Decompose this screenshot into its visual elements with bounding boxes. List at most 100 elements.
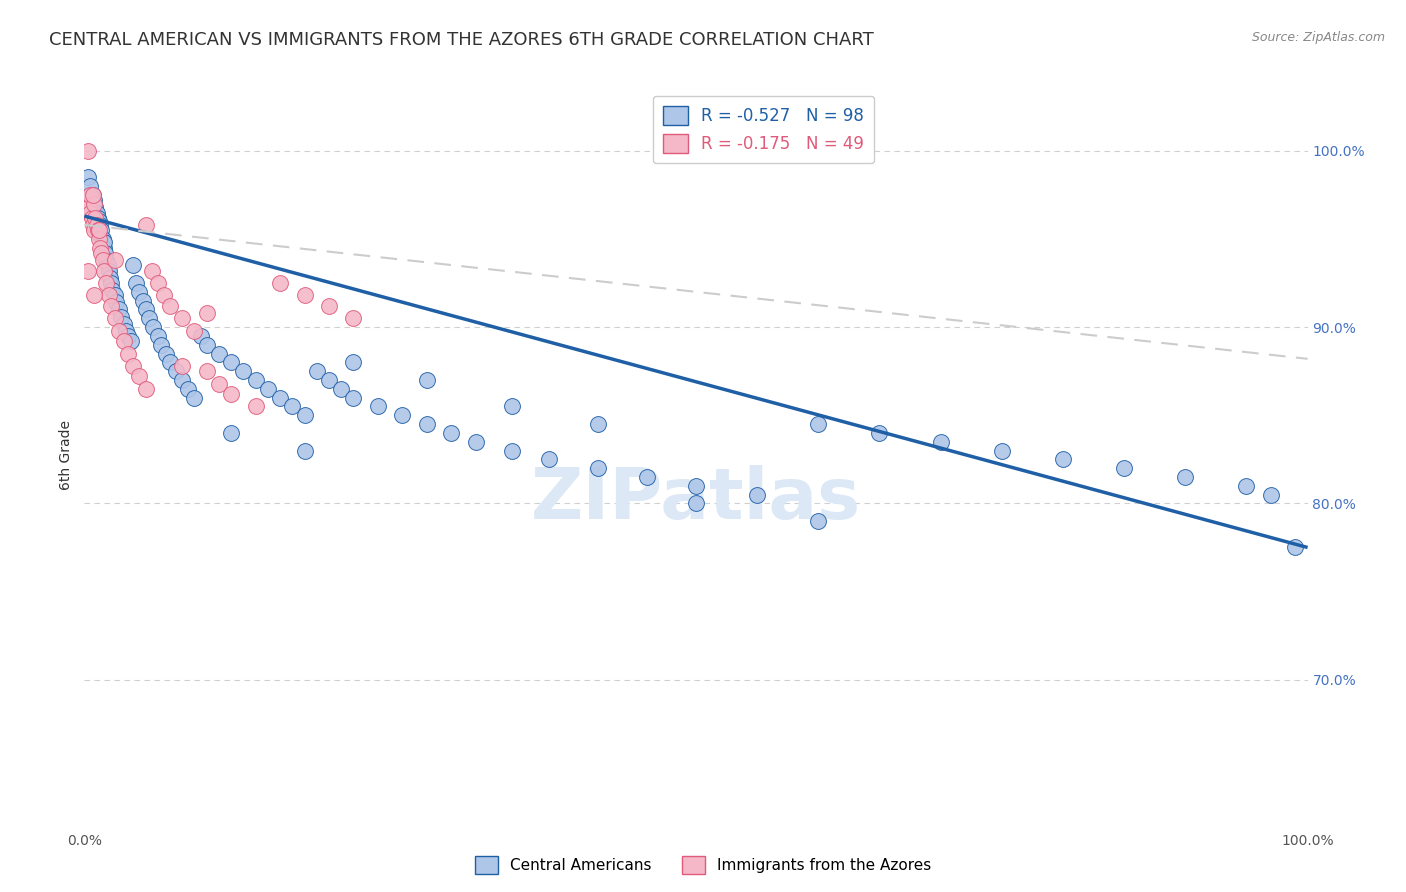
- Point: [98, 270, 121, 285]
- Point: [685, 479, 707, 493]
- Point: [87, 223, 110, 237]
- Point: [416, 373, 439, 387]
- Point: [195, 364, 218, 378]
- Point: [86, 214, 108, 228]
- Point: [991, 443, 1014, 458]
- Point: [77, 200, 100, 214]
- Point: [153, 288, 176, 302]
- Point: [245, 373, 267, 387]
- Point: [101, 283, 124, 297]
- Point: [159, 355, 181, 369]
- Point: [172, 359, 194, 373]
- Point: [150, 337, 173, 351]
- Point: [83, 223, 105, 237]
- Point: [84, 209, 107, 223]
- Point: [107, 302, 129, 317]
- Point: [97, 259, 120, 273]
- Point: [208, 346, 231, 360]
- Point: [135, 302, 157, 317]
- Point: [84, 211, 107, 225]
- Point: [1174, 470, 1197, 484]
- Point: [93, 241, 115, 255]
- Point: [342, 391, 364, 405]
- Point: [87, 211, 110, 225]
- Point: [195, 306, 218, 320]
- Point: [93, 263, 115, 277]
- Point: [97, 288, 120, 302]
- Point: [87, 223, 110, 237]
- Point: [190, 329, 212, 343]
- Point: [77, 144, 100, 158]
- Text: CENTRAL AMERICAN VS IMMIGRANTS FROM THE AZORES 6TH GRADE CORRELATION CHART: CENTRAL AMERICAN VS IMMIGRANTS FROM THE …: [49, 31, 875, 49]
- Point: [87, 223, 110, 237]
- Point: [929, 434, 952, 449]
- Point: [195, 337, 218, 351]
- Point: [586, 461, 609, 475]
- Text: Source: ZipAtlas.com: Source: ZipAtlas.com: [1251, 31, 1385, 45]
- Point: [294, 409, 316, 423]
- Point: [90, 223, 112, 237]
- Point: [82, 218, 104, 232]
- Point: [86, 218, 108, 232]
- Point: [294, 288, 316, 302]
- Point: [1260, 487, 1282, 501]
- Point: [208, 376, 231, 391]
- Point: [112, 334, 135, 349]
- Point: [440, 425, 463, 440]
- Point: [636, 470, 658, 484]
- Point: [115, 324, 138, 338]
- Point: [77, 193, 100, 207]
- Point: [128, 369, 150, 384]
- Legend: R = -0.527   N = 98, R = -0.175   N = 49: R = -0.527 N = 98, R = -0.175 N = 49: [652, 96, 875, 163]
- Point: [104, 311, 127, 326]
- Point: [172, 311, 194, 326]
- Point: [83, 196, 105, 211]
- Point: [80, 205, 103, 219]
- Point: [89, 241, 111, 255]
- Point: [100, 276, 122, 290]
- Point: [82, 200, 104, 214]
- Point: [77, 170, 100, 185]
- Point: [502, 400, 524, 414]
- Point: [122, 359, 145, 373]
- Point: [91, 235, 114, 250]
- Point: [79, 196, 101, 211]
- Point: [89, 218, 111, 232]
- Point: [245, 400, 267, 414]
- Point: [1114, 461, 1136, 475]
- Point: [342, 311, 364, 326]
- Legend: Central Americans, Immigrants from the Azores: Central Americans, Immigrants from the A…: [468, 850, 938, 880]
- Point: [807, 514, 830, 528]
- Point: [141, 263, 163, 277]
- Point: [79, 187, 101, 202]
- Point: [416, 417, 439, 431]
- Point: [89, 228, 111, 243]
- Point: [183, 391, 205, 405]
- Point: [747, 487, 769, 501]
- Point: [83, 193, 105, 207]
- Point: [1236, 479, 1258, 493]
- Point: [80, 211, 103, 225]
- Point: [79, 205, 101, 219]
- Point: [83, 288, 105, 302]
- Point: [281, 400, 304, 414]
- Point: [586, 417, 609, 431]
- Point: [112, 317, 135, 331]
- Text: ZIPatlas: ZIPatlas: [531, 466, 860, 534]
- Point: [122, 259, 145, 273]
- Point: [107, 324, 129, 338]
- Point: [391, 409, 413, 423]
- Point: [135, 382, 157, 396]
- Point: [87, 218, 110, 232]
- Point: [269, 276, 291, 290]
- Point: [165, 364, 187, 378]
- Point: [125, 276, 148, 290]
- Point: [135, 218, 157, 232]
- Point: [104, 253, 127, 268]
- Y-axis label: 6th Grade: 6th Grade: [59, 420, 73, 490]
- Point: [77, 187, 100, 202]
- Point: [257, 382, 280, 396]
- Point: [318, 373, 340, 387]
- Point: [183, 324, 205, 338]
- Point: [219, 355, 242, 369]
